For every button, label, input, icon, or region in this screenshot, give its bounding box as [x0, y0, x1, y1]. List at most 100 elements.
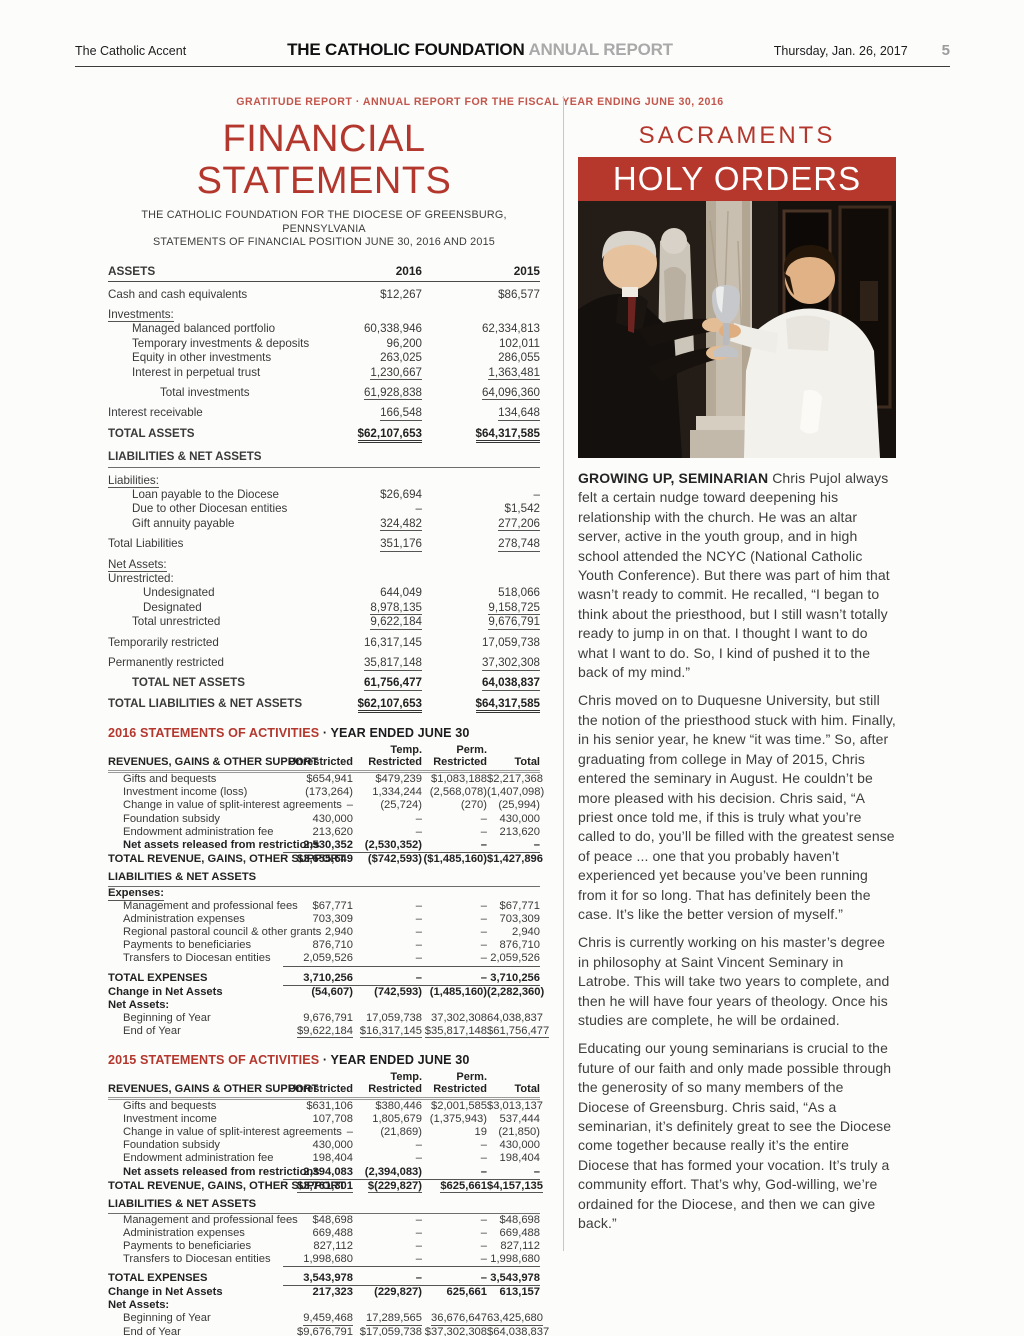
- cell-value: 430,000: [499, 1139, 540, 1152]
- cell-value: –: [346, 1126, 353, 1139]
- row-label: Cash and cash equivalents: [108, 287, 248, 301]
- subtitle-line-1: THE CATHOLIC FOUNDATION FOR THE DIOCESE …: [141, 209, 507, 235]
- cell-value: 9,459,468: [303, 1312, 353, 1326]
- cell-value: 9,676,791: [303, 1011, 353, 1024]
- cell-value: –: [480, 900, 487, 913]
- column-header-perm-restricted: Perm. Restricted: [433, 1071, 487, 1096]
- cell-value: –: [415, 913, 422, 926]
- cell-value: 613,157: [499, 1286, 540, 1299]
- table-row: Change in value of split-interest agreem…: [108, 799, 540, 812]
- row-label: LIABILITIES & NET ASSETS: [108, 450, 262, 464]
- row-label: Temporarily restricted: [108, 635, 219, 649]
- cell-value: –: [346, 799, 353, 812]
- cell-value: –: [422, 1272, 487, 1287]
- column-header-total: Total: [514, 1083, 540, 1096]
- cell-value: –: [415, 939, 422, 952]
- statements-of-activities-2015: 2015 STATEMENTS OF ACTIVITIES · YEAR END…: [108, 1053, 550, 1336]
- cell-value: (2,530,352): [353, 839, 422, 853]
- cell-value: 61,928,838: [363, 385, 422, 401]
- row-label: Change in value of split-interest agreem…: [123, 1126, 342, 1139]
- cell-value: $67,771: [312, 900, 353, 913]
- cell-value: ($742,593): [367, 852, 422, 865]
- table-row: Net Assets:: [108, 1299, 540, 1312]
- table-row: Foundation subsidy 430,000– –430,000: [108, 813, 540, 826]
- cell-value: 60,338,946: [363, 322, 422, 336]
- table-row: TOTAL NET ASSETS 61,756,477 64,038,837: [108, 676, 540, 691]
- cell-value: $61,756,477: [487, 1024, 550, 1039]
- cell-value: ($1,485,160): [423, 852, 487, 865]
- article-paragraph: Chris moved on to Duquesne University, b…: [578, 692, 896, 922]
- cell-value: 19: [474, 1126, 487, 1139]
- cell-value: –: [415, 926, 422, 939]
- cell-value: –: [353, 1272, 422, 1287]
- financial-statements-column: FINANCIAL STATEMENTS THE CATHOLIC FOUNDA…: [108, 118, 550, 1336]
- row-label: TOTAL EXPENSES: [108, 971, 208, 984]
- page-number: 5: [941, 42, 950, 59]
- cell-value: 430,000: [499, 812, 540, 825]
- row-label: Loan payable to the Diocese: [132, 487, 279, 501]
- row-label: Liabilities:: [108, 473, 159, 489]
- cell-value: –: [480, 913, 487, 926]
- cell-value: $35,817,148: [424, 1024, 487, 1039]
- table-row: Unrestricted:: [108, 572, 540, 586]
- row-label: Undesignated: [143, 586, 215, 600]
- cell-value: (173,264): [305, 786, 353, 799]
- cell-value: 1,363,481: [488, 365, 540, 381]
- cell-value: 64,038,837: [481, 676, 540, 691]
- column-header-temp-restricted: Temp. Restricted: [368, 1071, 422, 1096]
- cell-value: –: [422, 952, 487, 967]
- table-row: Net Assets:: [108, 999, 540, 1012]
- cell-value: 9,622,184: [370, 615, 422, 630]
- table-row: Payments to beneficiaries 827,112– –827,11…: [108, 1240, 540, 1253]
- table-row: Payments to beneficiaries 876,710– –876,71…: [108, 939, 540, 952]
- row-label: Management and professional fees: [123, 900, 298, 913]
- table-row: End of Year $9,676,791 $17,059,738 $37,302,…: [108, 1325, 550, 1336]
- section-header-row: LIABILITIES & NET ASSETS: [108, 871, 540, 887]
- cell-value: $62,107,653: [312, 426, 422, 444]
- table-row: Interest receivable 166,548 134,648: [108, 406, 540, 421]
- cell-value: 2,059,526: [487, 952, 540, 967]
- heading-red: 2016 STATEMENTS OF ACTIVITIES: [108, 726, 320, 741]
- row-label: Regional pastoral council & other grants: [123, 926, 322, 939]
- row-label: Administration expenses: [123, 1226, 245, 1239]
- cell-value: (25,994): [498, 799, 540, 812]
- cell-value: 430,000: [312, 812, 353, 825]
- financial-statements-title: FINANCIAL STATEMENTS: [196, 118, 452, 202]
- row-label: Unrestricted:: [108, 572, 174, 585]
- cell-value: –: [415, 1139, 422, 1152]
- table-row: Managed balanced portfolio 60,338,946 62,3…: [108, 322, 540, 336]
- table-row: Gifts and bequests $631,106 $380,446 $2,001…: [108, 1100, 543, 1113]
- cell-value: 134,648: [498, 406, 540, 421]
- cell-value: –: [415, 1213, 422, 1226]
- cell-value: –: [480, 1213, 487, 1226]
- cell-value: 703,309: [499, 913, 540, 926]
- table-header-row: ASSETS 2016 2015: [108, 264, 540, 282]
- cell-value: –: [533, 487, 540, 501]
- row-label: Gifts and bequests: [123, 1100, 217, 1113]
- cell-value: 102,011: [498, 336, 540, 350]
- table-row: TOTAL ASSETS $62,107,653 $64,317,585: [108, 426, 540, 444]
- table-row: Net Assets:: [108, 557, 540, 573]
- cell-value: $48,698: [312, 1213, 353, 1226]
- cell-value: 644,049: [380, 586, 422, 600]
- cell-value: 2,940: [325, 926, 353, 939]
- column-header-2016: 2016: [395, 263, 422, 278]
- row-label: Net Assets:: [108, 557, 167, 573]
- holy-orders-photo: [578, 201, 896, 458]
- gratitude-report-kicker: GRATITUDE REPORT · ANNUAL REPORT FOR THE…: [236, 96, 724, 108]
- cell-value: $1,427,896: [487, 852, 543, 865]
- cell-value: (2,568,078): [429, 786, 487, 799]
- heading-black: · YEAR ENDED JUNE 30: [322, 726, 470, 741]
- table-row: Foundation subsidy 430,000– –430,000: [108, 1139, 540, 1152]
- cell-value: –: [480, 812, 487, 825]
- cell-value: 2,530,352: [283, 839, 353, 853]
- cell-value: $37,302,308: [422, 1325, 487, 1336]
- cell-value: –: [415, 502, 422, 516]
- date-text: Thursday, Jan. 26, 2017: [773, 44, 908, 58]
- table-row: Management and professional fees $48,698–…: [108, 1214, 540, 1227]
- cell-value: $(229,827): [367, 1179, 422, 1194]
- cell-value: 351,176: [380, 537, 422, 552]
- row-label: Temporary investments & deposits: [132, 336, 310, 350]
- cell-value: 3,543,978: [283, 1272, 353, 1287]
